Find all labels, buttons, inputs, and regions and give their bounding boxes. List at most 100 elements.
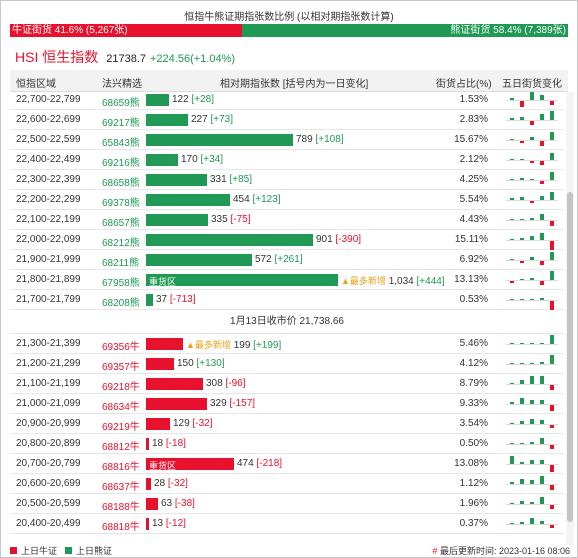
table-row[interactable]: 21,700-21,799 68208熊 37 [-713] 0.53% bbox=[10, 290, 564, 310]
contracts-info: 227 [+73] bbox=[191, 114, 233, 125]
table-row[interactable]: 20,800-20,899 68812牛 18 [-18] 0.50% bbox=[10, 434, 564, 454]
outstanding-ratio: 6.92% bbox=[459, 254, 488, 265]
warrant-code-link[interactable]: 65843熊 bbox=[102, 138, 140, 149]
daily-change: [-32] bbox=[192, 418, 213, 429]
mini-chart-bar bbox=[530, 518, 534, 524]
scrollbar[interactable] bbox=[566, 92, 574, 545]
warrant-code-link[interactable]: 68812牛 bbox=[102, 442, 140, 453]
table-row[interactable]: 21,900-21,999 68211熊 572 [+261] 6.92% bbox=[10, 250, 564, 270]
warrant-code-link[interactable]: 68816牛 bbox=[102, 462, 140, 473]
mini-chart-bar bbox=[510, 482, 514, 484]
mini-chart-baseline bbox=[506, 464, 558, 465]
table-row[interactable]: 21,100-21,199 69218牛 308 [-96] 8.79% bbox=[10, 374, 564, 394]
table-row[interactable]: 20,500-20,599 68188牛 63 [-38] 1.96% bbox=[10, 494, 564, 514]
mini-chart-bar bbox=[550, 241, 554, 250]
five-day-mini-chart bbox=[506, 231, 558, 250]
outstanding-ratio: 13.08% bbox=[454, 458, 488, 469]
mini-chart-bar bbox=[520, 279, 524, 280]
table-body[interactable]: 22,700-22,799 68659熊 122 [+28] 1.53% 22,600-… bbox=[10, 92, 564, 545]
last-updated-text: 最后更新时间: 2023-01-16 08:06 bbox=[439, 546, 570, 556]
table-row[interactable]: 22,700-22,799 68659熊 122 [+28] 1.53% bbox=[10, 92, 564, 110]
mini-chart-bar bbox=[540, 95, 544, 100]
mini-chart-baseline bbox=[506, 120, 558, 121]
mini-chart-bar bbox=[530, 236, 534, 240]
table-row[interactable]: 21,000-21,099 68634牛 329 [-157] 9.33% bbox=[10, 394, 564, 414]
mini-chart-bar bbox=[550, 405, 554, 411]
table-row[interactable]: 22,600-22,699 69217熊 227 [+73] 2.83% bbox=[10, 110, 564, 130]
table-row[interactable]: 21,800-21,899 67958熊 重货区 ▲最多新增 1,034 [+444]… bbox=[10, 270, 564, 290]
table-row[interactable]: 22,100-22,199 68657熊 335 [-75] 4.43% bbox=[10, 210, 564, 230]
warrant-code-link[interactable]: 69219牛 bbox=[102, 422, 140, 433]
table-row[interactable]: 22,300-22,399 68658熊 331 [+85] 4.25% bbox=[10, 170, 564, 190]
legend: 上日牛证 上日熊证 bbox=[10, 544, 112, 557]
table-row[interactable]: 20,900-20,999 69219牛 129 [-32] 3.54% bbox=[10, 414, 564, 434]
mini-chart-bar bbox=[550, 485, 554, 490]
warrant-code-link[interactable]: 68634牛 bbox=[102, 402, 140, 413]
mini-chart-bar bbox=[510, 98, 514, 100]
table-row[interactable]: 21,300-21,399 69356牛 ▲最多新增 199 [+199] 5.46% bbox=[10, 334, 564, 354]
mini-chart-bar bbox=[510, 402, 514, 404]
warrant-code-link[interactable]: 69216熊 bbox=[102, 158, 140, 169]
bull-bear-ratio-bar: 牛证街货 41.6% (5,267张) 熊证街货 58.4% (7,389张) bbox=[10, 24, 568, 37]
outstanding-ratio: 2.83% bbox=[459, 114, 488, 125]
mini-chart-bar bbox=[520, 141, 524, 143]
contracts-bar bbox=[146, 478, 151, 490]
daily-change: [-12] bbox=[165, 518, 186, 529]
mini-chart-bar bbox=[540, 420, 544, 424]
warrant-code-link[interactable]: 69217熊 bbox=[102, 118, 140, 129]
mini-chart-bar bbox=[530, 121, 534, 125]
table-row[interactable]: 21,200-21,299 69357牛 150 [+130] 4.12% bbox=[10, 354, 564, 374]
mini-chart-bar bbox=[540, 196, 544, 200]
warrant-code-link[interactable]: 67958熊 bbox=[102, 278, 140, 289]
five-day-mini-chart bbox=[506, 515, 558, 533]
mini-chart-bar bbox=[520, 117, 524, 120]
mini-chart-bar bbox=[530, 460, 534, 464]
strike-range: 20,400-20,499 bbox=[16, 518, 81, 529]
mini-chart-bar bbox=[550, 425, 554, 428]
contracts-bar bbox=[146, 194, 230, 206]
scrollbar-thumb[interactable] bbox=[567, 192, 573, 522]
table-row[interactable]: 22,200-22,299 69378熊 454 [+123] 5.54% bbox=[10, 190, 564, 210]
warrant-code-link[interactable]: 68818牛 bbox=[102, 522, 140, 533]
warrant-code-link[interactable]: 68208熊 bbox=[102, 298, 140, 309]
contracts-bar bbox=[146, 438, 149, 450]
warrant-code-link[interactable]: 69378熊 bbox=[102, 198, 140, 209]
warrant-code-link[interactable]: 68211熊 bbox=[102, 258, 140, 269]
contracts-bar bbox=[146, 114, 188, 126]
table-row[interactable]: 22,500-22,599 65843熊 789 [+108] 15.67% bbox=[10, 130, 564, 150]
contracts-count: 308 bbox=[206, 378, 223, 389]
warrant-code-link[interactable]: 68188牛 bbox=[102, 502, 140, 513]
warrant-code-link[interactable]: 68657熊 bbox=[102, 218, 140, 229]
mini-chart-bar bbox=[510, 423, 514, 424]
table-row[interactable]: 22,400-22,499 69216熊 170 [+34] 2.12% bbox=[10, 150, 564, 170]
contracts-count: 199 bbox=[233, 340, 251, 351]
index-name[interactable]: HSI 恒生指数 bbox=[15, 49, 99, 65]
contracts-bar bbox=[146, 294, 153, 306]
mini-chart-bar bbox=[550, 465, 554, 472]
mini-chart-bar bbox=[550, 101, 554, 105]
warrant-code-link[interactable]: 69218牛 bbox=[102, 382, 140, 393]
mini-chart-bar bbox=[520, 178, 524, 180]
table-row[interactable]: 20,700-20,799 68816牛 重货区 474 [-218] 13.08% bbox=[10, 454, 564, 474]
contracts-count: 150 bbox=[177, 358, 194, 369]
warrant-code-link[interactable]: 68212熊 bbox=[102, 238, 140, 249]
contracts-info: 789 [+108] bbox=[296, 134, 344, 145]
contracts-bar bbox=[146, 94, 169, 106]
daily-change: [-157] bbox=[229, 398, 256, 409]
five-day-mini-chart bbox=[506, 415, 558, 433]
contracts-info: 129 [-32] bbox=[173, 418, 212, 429]
mini-chart-bar bbox=[530, 363, 534, 364]
table-row[interactable]: 20,600-20,699 68637牛 28 [-32] 1.12% bbox=[10, 474, 564, 494]
five-day-mini-chart bbox=[506, 271, 558, 289]
warrant-code-link[interactable]: 68637牛 bbox=[102, 482, 140, 493]
warrant-code-link[interactable]: 69356牛 bbox=[102, 342, 140, 353]
mini-chart-bar bbox=[540, 438, 544, 444]
warrant-code-link[interactable]: 68659熊 bbox=[102, 98, 140, 109]
contracts-bar bbox=[146, 154, 178, 166]
mini-chart-bar bbox=[510, 118, 514, 120]
table-row[interactable]: 22,000-22,099 68212熊 901 [-390] 15.11% bbox=[10, 230, 564, 250]
warrant-code-link[interactable]: 68658熊 bbox=[102, 178, 140, 189]
warrant-code-link[interactable]: 69357牛 bbox=[102, 362, 140, 373]
strike-range: 22,200-22,299 bbox=[16, 194, 81, 205]
table-row[interactable]: 20,400-20,499 68818牛 13 [-12] 0.37% bbox=[10, 514, 564, 534]
